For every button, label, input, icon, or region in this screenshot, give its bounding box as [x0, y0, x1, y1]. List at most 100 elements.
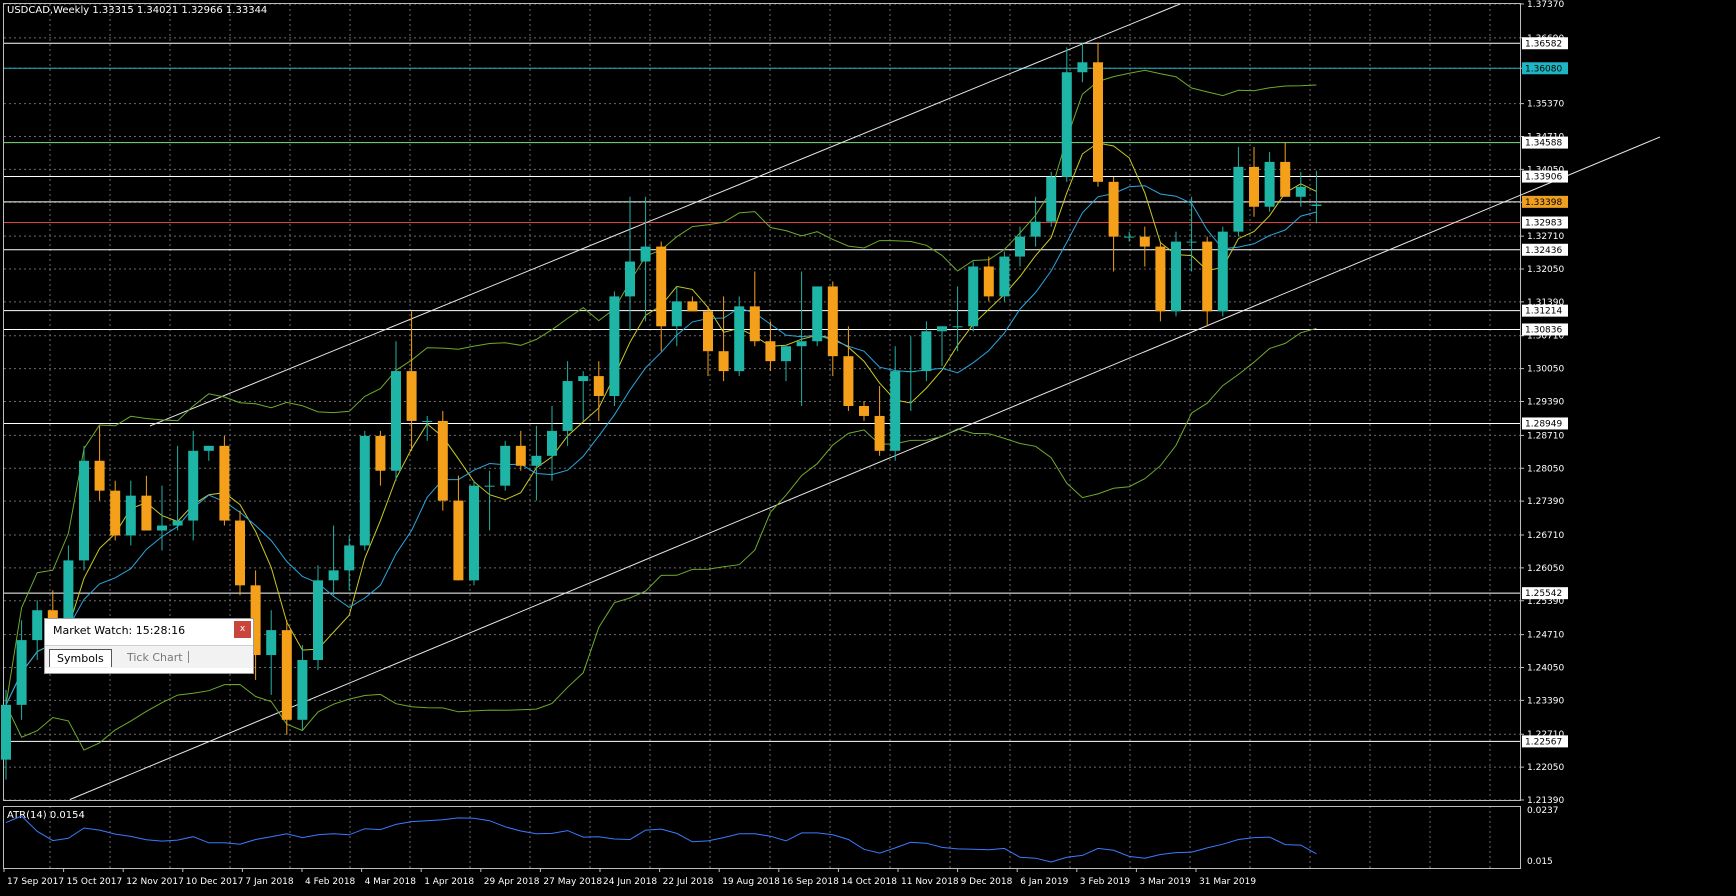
candle-body	[749, 306, 760, 342]
date-axis-label: 9 Dec 2018	[961, 877, 1013, 887]
candle-body	[110, 490, 121, 536]
price-scale-label: 1.32050	[1527, 265, 1564, 275]
price-scale-label: 1.22710	[1527, 730, 1564, 740]
candle-body	[437, 420, 448, 501]
tab-separator	[188, 651, 189, 663]
market-watch-window[interactable]: Market Watch: 15:28:16 x Symbols Tick Ch…	[44, 618, 254, 674]
candle-body	[1077, 62, 1088, 73]
candle-body	[718, 351, 729, 372]
price-scale-label: 1.22050	[1527, 763, 1564, 773]
candle-body	[843, 356, 854, 406]
price-scale-label: 1.35370	[1527, 100, 1564, 110]
level-tag-label: 1.33906	[1525, 173, 1562, 183]
price-scale-label: 1.30050	[1527, 365, 1564, 375]
candle-body	[999, 256, 1010, 297]
price-scale-label: 1.32710	[1527, 232, 1564, 242]
candle-body	[1030, 221, 1041, 237]
candle-body	[1264, 161, 1275, 207]
candle-body	[1233, 166, 1244, 232]
candle-body	[250, 585, 261, 656]
candle-body	[578, 376, 589, 382]
candle-body	[500, 445, 511, 486]
candle-body	[157, 525, 167, 531]
candle-body	[1, 704, 11, 760]
candle-body	[391, 371, 401, 471]
candle-body	[16, 640, 27, 705]
candle-body	[281, 630, 292, 720]
level-tag-label: 1.32436	[1525, 246, 1562, 256]
candle-body	[219, 445, 230, 521]
candle-body	[874, 415, 885, 451]
candle-body	[297, 660, 308, 720]
date-axis-label: 27 May 2018	[543, 877, 602, 887]
tab-tick-chart[interactable]: Tick Chart	[127, 651, 183, 664]
candle-body	[47, 610, 58, 621]
level-tag-label: 1.33398	[1525, 198, 1562, 208]
date-axis-label: 4 Mar 2018	[365, 877, 417, 887]
close-button[interactable]: x	[234, 621, 251, 638]
candle-body	[1202, 241, 1213, 312]
candle-body	[1093, 62, 1103, 182]
tab-symbols[interactable]: Symbols	[49, 649, 112, 667]
price-scale-label: 1.24710	[1527, 631, 1564, 641]
level-tag-label: 1.34588	[1525, 139, 1562, 149]
candle-body	[1015, 236, 1025, 257]
price-scale-label: 1.21390	[1527, 796, 1564, 806]
candle-body	[235, 520, 245, 586]
bollinger-lower-line	[5, 327, 1317, 751]
level-tag-bg	[1522, 37, 1568, 50]
candle-body	[921, 331, 932, 372]
date-axis-label: 22 Jul 2018	[663, 877, 714, 887]
date-axis-label: 17 Sep 2017	[7, 877, 64, 887]
candle-body	[375, 435, 386, 471]
candle-body	[172, 520, 183, 526]
price-scale-label: 1.29390	[1527, 398, 1564, 408]
candle-body	[827, 286, 838, 357]
candle-body	[79, 460, 89, 561]
candle-body	[562, 381, 573, 431]
level-tag-bg	[1522, 735, 1568, 748]
level-tag-label: 1.36080	[1525, 64, 1562, 74]
level-tag-label: 1.32983	[1525, 219, 1562, 229]
candle-body	[625, 261, 635, 297]
date-axis-label: 4 Feb 2018	[305, 877, 356, 887]
level-tag-bg	[1522, 216, 1568, 229]
channel-upper-line	[149, 3, 1181, 427]
candle-body	[812, 286, 823, 342]
level-tag-bg	[1522, 170, 1568, 183]
candle-body	[453, 500, 464, 581]
price-scale-label: 1.28710	[1527, 431, 1564, 441]
candle-body	[406, 371, 417, 421]
candle-body	[125, 495, 136, 536]
level-tag-bg	[1522, 243, 1568, 256]
candle-body	[859, 405, 869, 416]
atr-line	[5, 815, 1317, 863]
candle-body	[344, 545, 355, 571]
candle-body	[1295, 186, 1306, 197]
date-axis-label: 19 Aug 2018	[722, 877, 780, 887]
date-axis-label: 24 Jun 2018	[603, 877, 657, 887]
candle-body	[765, 341, 776, 362]
channel-lower-line	[69, 136, 1661, 800]
candle-body	[328, 570, 339, 581]
candle-body	[266, 630, 277, 656]
candle-body	[359, 435, 370, 546]
price-scale-label: 1.23390	[1527, 696, 1564, 706]
atr-scale-bottom: 0.015	[1527, 857, 1553, 867]
candle-body	[1046, 176, 1057, 222]
candle-body	[952, 326, 963, 328]
candle-body	[1311, 204, 1322, 206]
candle-body	[781, 346, 791, 362]
candle-body	[905, 371, 916, 373]
candle-body	[188, 450, 199, 521]
candle-body	[593, 376, 604, 397]
market-watch-title: Market Watch: 15:28:16	[53, 624, 186, 637]
date-axis-label: 7 Jan 2018	[245, 877, 293, 887]
price-scale-label: 1.34050	[1527, 165, 1564, 175]
level-tag-bg	[1522, 136, 1568, 149]
candle-body	[531, 455, 542, 466]
candle-body	[796, 341, 807, 347]
candle-body	[1186, 241, 1197, 243]
date-axis-label: 16 Sep 2018	[782, 877, 839, 887]
